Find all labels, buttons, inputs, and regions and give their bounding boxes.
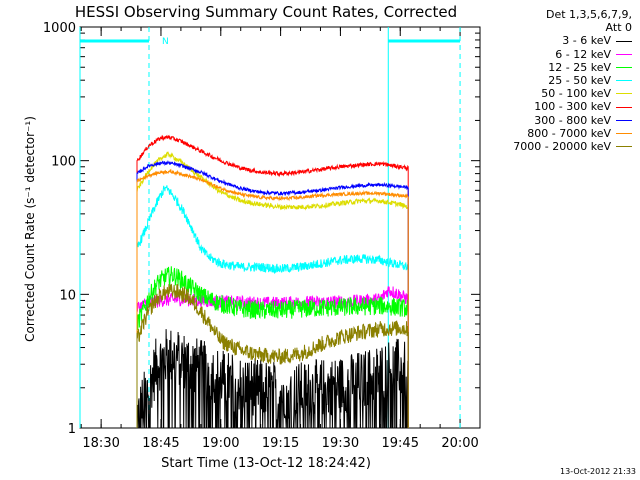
legend-entry: 12 - 25 keV [486,61,632,74]
legend-entry: 7000 - 20000 keV [486,140,632,153]
legend-entry: 300 - 800 keV [486,114,632,127]
annotation-label: N [162,37,169,47]
legend-entry-label: 3 - 6 keV [562,34,611,48]
series-line [136,266,409,428]
y-tick-label: 1000 [43,21,76,36]
x-tick-label: 18:30 [82,436,119,451]
legend-swatch [616,80,632,82]
legend: Det 1,3,5,6,7,9, Att 0 3 - 6 keV 6 - 12 k… [486,8,632,153]
legend-swatch [616,93,632,95]
x-tick-label: 19:30 [322,436,359,451]
y-tick-label: 1 [68,422,76,437]
plot-frame [79,26,481,429]
generation-timestamp: 13-Oct-2012 21:33 [560,467,636,476]
legend-header-line: Att 0 [605,21,632,35]
legend-entry: 100 - 300 keV [486,100,632,113]
legend-entries: 3 - 6 keV 6 - 12 keV 12 - 25 keV 25 - 50 ke… [486,34,632,153]
legend-entry-label: 800 - 7000 keV [527,126,611,140]
legend-entry: 25 - 50 keV [486,74,632,87]
plot-area: 1 10 100 1000 18:30 18:45 19:00 19:15 19:30 19:45… [43,21,481,451]
legend-entry-label: 25 - 50 keV [548,74,611,88]
x-tick-label: 19:00 [202,436,239,451]
x-tick-label: 20:00 [441,436,478,451]
legend-entry-label: 7000 - 20000 keV [513,140,611,154]
legend-swatch [616,132,632,134]
legend-entry-label: 12 - 25 keV [548,60,611,74]
x-axis-label: Start Time (13-Oct-12 18:24:42) [161,456,371,471]
x-tick-label: 19:15 [262,436,299,451]
legend-entry-label: 6 - 12 keV [555,47,611,61]
legend-swatch [616,119,632,121]
series-line [136,134,409,428]
legend-entry-label: 300 - 800 keV [534,113,611,127]
series-line [136,168,409,428]
legend-entry: 50 - 100 keV [486,87,632,100]
legend-entry-label: 100 - 300 keV [534,100,611,114]
legend-swatch [616,40,632,42]
legend-swatch [616,66,632,68]
x-tick-label: 18:45 [142,436,179,451]
legend-entry-label: 50 - 100 keV [541,87,611,101]
legend-header-line: Det 1,3,5,6,7,9, [545,8,632,21]
series-line [136,283,409,428]
y-axis-label: Corrected Count Rate (s⁻¹ detector⁻¹) [23,116,37,342]
legend-swatch [616,53,632,55]
x-tick-label: 19:45 [382,436,419,451]
legend-entry: 800 - 7000 keV [486,127,632,140]
series-line [136,329,409,429]
series-line [136,185,409,428]
y-tick-label: 10 [59,288,76,303]
chart-title: HESSI Observing Summary Count Rates, Cor… [75,3,457,21]
legend-swatch [616,106,632,108]
legend-swatch [616,146,632,148]
legend-entry: 6 - 12 keV [486,48,632,61]
series-line [136,160,409,428]
series-line [136,151,409,428]
y-tick-label: 100 [51,155,76,170]
legend-entry: 3 - 6 keV [486,34,632,47]
